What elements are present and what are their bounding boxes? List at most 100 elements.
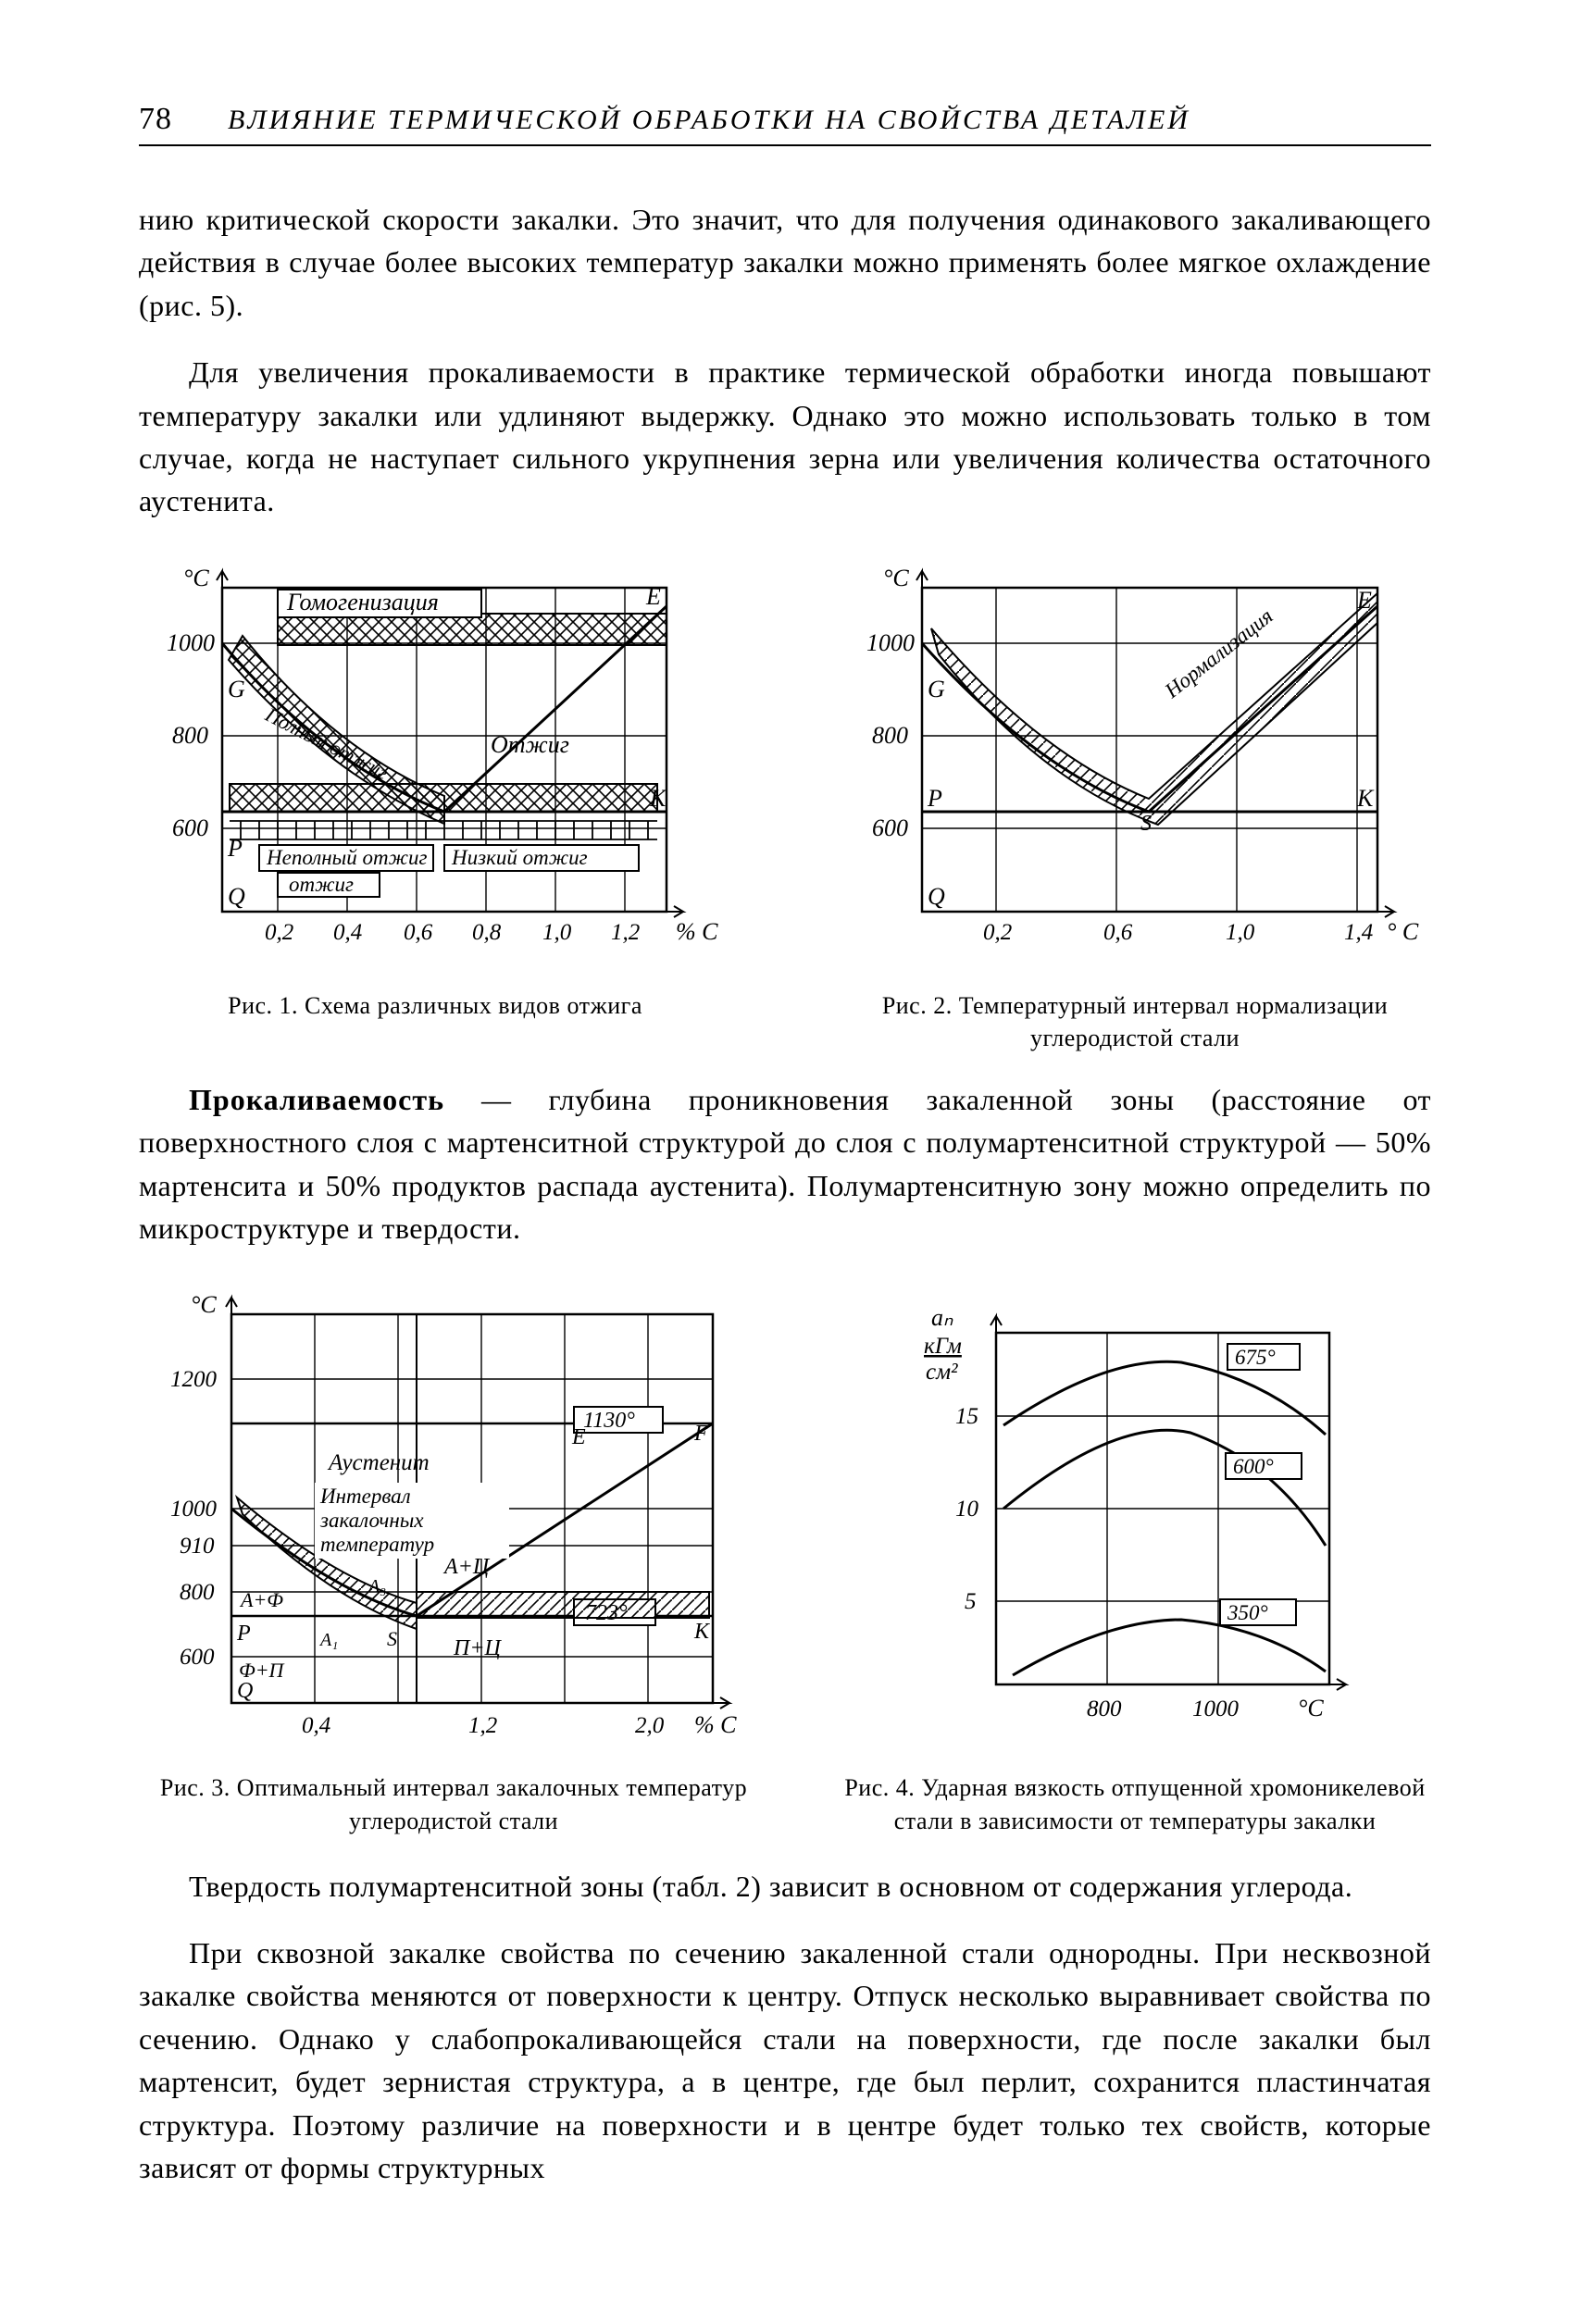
- body-para-4: Твердость полумартенситной зоны (табл. 2…: [139, 1865, 1431, 1908]
- fig4-xt-1000: 1000: [1192, 1696, 1240, 1721]
- fig3-yt-910: 910: [180, 1534, 215, 1559]
- fig3-yt-1000: 1000: [170, 1497, 218, 1522]
- fig4-xunit: °С: [1298, 1695, 1324, 1721]
- running-head: 78 ВЛИЯНИЕ ТЕРМИЧЕСКОЙ ОБРАБОТКИ НА СВОЙ…: [139, 102, 1431, 146]
- figure-row-1: Гомогенизация Полный отжиг Отжиг: [139, 551, 1431, 1054]
- fig2-pt-P: P: [927, 785, 942, 812]
- fig3-yt-600: 600: [180, 1645, 215, 1670]
- body-para-3: Прокаливаемость — глубина проникновения …: [139, 1078, 1431, 1250]
- fig4-yt-10: 10: [955, 1497, 979, 1522]
- fig3-F: F: [693, 1422, 708, 1446]
- fig3-AC: А+Ц: [442, 1555, 491, 1579]
- page: 78 ВЛИЯНИЕ ТЕРМИЧЕСКОЙ ОБРАБОТКИ НА СВОЙ…: [0, 0, 1570, 2324]
- figure-1-svg: Гомогенизация Полный отжиг Отжиг: [139, 551, 731, 976]
- figure-4-caption: Рис. 4. Ударная вязкость отпущенной хром…: [839, 1771, 1431, 1836]
- fig3-yunit: °С: [191, 1291, 217, 1318]
- fig1-xt-08: 0,8: [472, 920, 502, 945]
- page-number: 78: [139, 102, 172, 137]
- figure-3-svg: 1130° 723° Аустенит Интервал: [139, 1277, 768, 1759]
- fig2-pt-K: K: [1356, 785, 1375, 812]
- fig3-P: P: [236, 1622, 251, 1646]
- fig1-label-full: Полный отжиг: [261, 702, 392, 784]
- fig3-yt-1200: 1200: [170, 1367, 218, 1392]
- fig2-band-label: Нормализация: [1160, 604, 1277, 703]
- fig4-xt-800: 800: [1087, 1696, 1122, 1721]
- fig3-Q: Q: [237, 1679, 253, 1703]
- fig4-yu-top: aₙ: [931, 1304, 953, 1331]
- figure-2-caption: Рис. 2. Температурный интервал нормализа…: [839, 989, 1431, 1054]
- fig2-xt-06: 0,6: [1103, 920, 1133, 945]
- fig2-xt-02: 0,2: [983, 920, 1012, 945]
- body-para-1: нию критической скорости закалки. Это зн…: [139, 198, 1431, 327]
- fig2-xunit: ° С: [1387, 918, 1419, 945]
- fig3-lbl-aust: Аустенит: [327, 1450, 430, 1475]
- fig2-pt-Q: Q: [928, 883, 945, 910]
- fig4-c2: 350°: [1227, 1601, 1268, 1624]
- fig1-label-low: Низкий отжиг: [451, 846, 588, 869]
- para3-lead: Прокаливаемость: [189, 1083, 444, 1116]
- fig2-pt-S: S: [1140, 812, 1152, 836]
- fig3-S: S: [387, 1627, 397, 1650]
- fig1-yt-1000: 1000: [167, 629, 215, 656]
- fig3-xt-20: 2,0: [635, 1713, 665, 1738]
- fig4-yt-15: 15: [955, 1404, 978, 1429]
- fig1-pt-Q: Q: [228, 883, 245, 910]
- fig3-E: E: [571, 1425, 586, 1449]
- fig3-K: K: [693, 1620, 711, 1644]
- figure-4-svg: 675° 600° 350° aₙ кГм см² 15 10 5 800 10…: [876, 1277, 1394, 1759]
- figure-2-svg: Нормализация G E K P S Q 1000 800 600 °С…: [839, 551, 1431, 976]
- running-title: ВЛИЯНИЕ ТЕРМИЧЕСКОЙ ОБРАБОТКИ НА СВОЙСТВ…: [228, 105, 1190, 136]
- fig1-yt-600: 600: [172, 814, 208, 841]
- fig2-pt-E: E: [1356, 587, 1372, 614]
- fig1-xt-06: 0,6: [404, 920, 433, 945]
- fig4-c1: 600°: [1233, 1455, 1274, 1478]
- figure-1: Гомогенизация Полный отжиг Отжиг: [139, 551, 731, 1054]
- figure-1-caption: Рис. 1. Схема различных видов отжига: [228, 989, 642, 1022]
- fig3-Tupper: 1130°: [583, 1409, 635, 1433]
- fig1-label-partial: Неполный отжиг: [266, 846, 428, 869]
- fig2-yt-1000: 1000: [866, 629, 915, 656]
- fig1-xt-10: 1,0: [542, 920, 572, 945]
- fig4-c0: 675°: [1235, 1346, 1276, 1369]
- svg-text:отжиг: отжиг: [289, 873, 354, 896]
- fig3-xt-04: 0,4: [302, 1713, 330, 1738]
- figure-3-caption: Рис. 3. Оптимальный интервал закалочных …: [157, 1771, 750, 1836]
- fig1-yt-800: 800: [172, 722, 208, 749]
- fig4-yt-5: 5: [965, 1589, 977, 1614]
- svg-text:Интервал: Интервал: [319, 1485, 411, 1508]
- fig1-label-anneal: Отжиг: [491, 731, 569, 758]
- fig1-xt-04: 0,4: [333, 920, 362, 945]
- fig1-pt-P: P: [227, 835, 243, 862]
- fig2-yt-600: 600: [872, 814, 908, 841]
- svg-text:закалочных: закалочных: [319, 1509, 424, 1532]
- fig3-yt-800: 800: [180, 1580, 215, 1605]
- fig3-AF: А+Ф: [239, 1588, 283, 1611]
- fig2-yunit: °С: [883, 565, 909, 591]
- fig4-yu-bot: см²: [926, 1360, 958, 1385]
- fig3-xt-12: 1,2: [468, 1713, 497, 1738]
- fig1-xt-02: 0,2: [265, 920, 293, 945]
- fig1-pt-G: G: [228, 676, 245, 702]
- body-para-5: При сквозной закалке свойства по сечению…: [139, 1932, 1431, 2189]
- fig3-xunit: % С: [694, 1711, 737, 1738]
- body-para-2: Для увеличения прокаливаемости в практик…: [139, 351, 1431, 523]
- fig1-yunit: °С: [183, 565, 209, 591]
- fig1-pt-K: K: [649, 785, 667, 812]
- fig2-xt-10: 1,0: [1226, 920, 1255, 945]
- figure-3: 1130° 723° Аустенит Интервал: [139, 1277, 768, 1836]
- fig4-yu-mid: кГм: [924, 1334, 962, 1359]
- fig1-pt-E: E: [645, 583, 661, 610]
- fig2-pt-G: G: [928, 676, 945, 702]
- figure-2: Нормализация G E K P S Q 1000 800 600 °С…: [839, 551, 1431, 1054]
- fig2-xt-14: 1,4: [1344, 920, 1373, 945]
- figure-row-2: 1130° 723° Аустенит Интервал: [139, 1277, 1431, 1836]
- fig2-yt-800: 800: [872, 722, 908, 749]
- fig1-xt-12: 1,2: [611, 920, 640, 945]
- fig3-PC: П+Ц: [453, 1636, 503, 1660]
- fig1-label-homog: Гомогенизация: [286, 589, 439, 615]
- fig1-xunit: % С: [676, 918, 718, 945]
- fig3-A3: A₃: [367, 1576, 386, 1597]
- svg-text:температур: температур: [320, 1533, 434, 1556]
- figure-4: 675° 600° 350° aₙ кГм см² 15 10 5 800 10…: [839, 1277, 1431, 1836]
- fig3-A1: A₁: [318, 1630, 338, 1650]
